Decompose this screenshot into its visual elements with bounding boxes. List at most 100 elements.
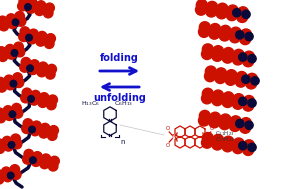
Circle shape [30, 60, 39, 69]
Circle shape [236, 71, 247, 83]
Circle shape [223, 92, 234, 103]
Circle shape [35, 6, 44, 15]
Circle shape [209, 28, 220, 39]
Circle shape [240, 122, 251, 133]
Circle shape [44, 39, 54, 48]
Circle shape [45, 3, 54, 13]
Circle shape [205, 66, 216, 77]
Circle shape [237, 7, 249, 18]
Circle shape [0, 144, 5, 153]
Circle shape [196, 0, 207, 11]
Circle shape [0, 16, 7, 26]
Circle shape [223, 47, 234, 59]
Circle shape [9, 142, 15, 148]
Circle shape [3, 106, 13, 115]
Circle shape [239, 97, 247, 105]
Circle shape [23, 119, 33, 128]
Circle shape [0, 139, 3, 148]
Circle shape [27, 34, 37, 44]
Circle shape [213, 134, 224, 145]
Circle shape [243, 144, 254, 155]
Circle shape [38, 98, 48, 107]
Circle shape [227, 5, 238, 16]
Circle shape [10, 165, 20, 174]
Circle shape [248, 143, 256, 151]
Circle shape [246, 78, 257, 89]
Circle shape [199, 110, 210, 121]
Circle shape [38, 62, 48, 72]
Circle shape [216, 8, 227, 19]
Circle shape [29, 95, 39, 105]
Circle shape [11, 134, 21, 144]
Circle shape [28, 0, 37, 8]
Circle shape [209, 24, 221, 35]
Circle shape [13, 108, 23, 118]
Circle shape [216, 68, 227, 79]
Circle shape [23, 155, 32, 164]
Circle shape [12, 139, 22, 149]
Circle shape [49, 126, 58, 135]
Circle shape [13, 19, 19, 26]
Circle shape [10, 81, 17, 87]
Circle shape [0, 77, 5, 87]
Text: $\mathsf{n}$: $\mathsf{n}$ [120, 138, 126, 146]
Circle shape [32, 152, 42, 161]
Text: O: O [166, 126, 170, 131]
Circle shape [245, 121, 253, 129]
Circle shape [201, 49, 213, 60]
Circle shape [219, 30, 230, 41]
Circle shape [47, 64, 56, 74]
Circle shape [36, 36, 46, 46]
Circle shape [215, 73, 226, 84]
Text: O: O [210, 143, 214, 148]
Circle shape [32, 121, 41, 131]
Circle shape [14, 78, 24, 88]
Circle shape [26, 35, 32, 41]
Circle shape [1, 167, 11, 177]
Circle shape [5, 80, 15, 90]
Text: folding: folding [100, 53, 139, 63]
Circle shape [232, 98, 243, 109]
Circle shape [3, 172, 13, 182]
Circle shape [20, 27, 30, 36]
Circle shape [243, 56, 254, 67]
Circle shape [0, 21, 9, 31]
Circle shape [229, 120, 240, 132]
Circle shape [222, 141, 233, 152]
Circle shape [226, 10, 237, 21]
Text: $\mathsf{C_{11}H_{23}}$: $\mathsf{C_{11}H_{23}}$ [215, 136, 235, 144]
Circle shape [209, 117, 220, 128]
Circle shape [50, 156, 59, 166]
Circle shape [0, 83, 7, 92]
Circle shape [12, 103, 21, 113]
Circle shape [29, 126, 35, 133]
Circle shape [8, 19, 17, 29]
Circle shape [25, 4, 31, 10]
Circle shape [196, 4, 207, 15]
Circle shape [0, 113, 6, 123]
Circle shape [239, 53, 247, 61]
Circle shape [5, 111, 14, 120]
Circle shape [202, 44, 213, 55]
Circle shape [48, 131, 57, 140]
Circle shape [243, 51, 255, 62]
Text: unfolding: unfolding [93, 93, 146, 103]
Circle shape [243, 100, 254, 111]
Circle shape [5, 44, 15, 54]
Circle shape [213, 46, 224, 57]
Circle shape [248, 99, 256, 107]
Text: $\mathsf{C_{11}H_{23}}$: $\mathsf{C_{11}H_{23}}$ [215, 129, 235, 139]
Circle shape [212, 50, 223, 61]
Circle shape [11, 50, 18, 56]
Circle shape [223, 136, 234, 147]
Circle shape [243, 95, 255, 106]
Circle shape [233, 49, 244, 60]
Circle shape [0, 174, 4, 184]
Circle shape [201, 137, 213, 148]
Circle shape [8, 172, 14, 179]
Circle shape [31, 90, 40, 100]
Circle shape [28, 96, 34, 102]
Circle shape [37, 31, 47, 41]
Circle shape [7, 50, 16, 59]
Circle shape [22, 88, 32, 98]
